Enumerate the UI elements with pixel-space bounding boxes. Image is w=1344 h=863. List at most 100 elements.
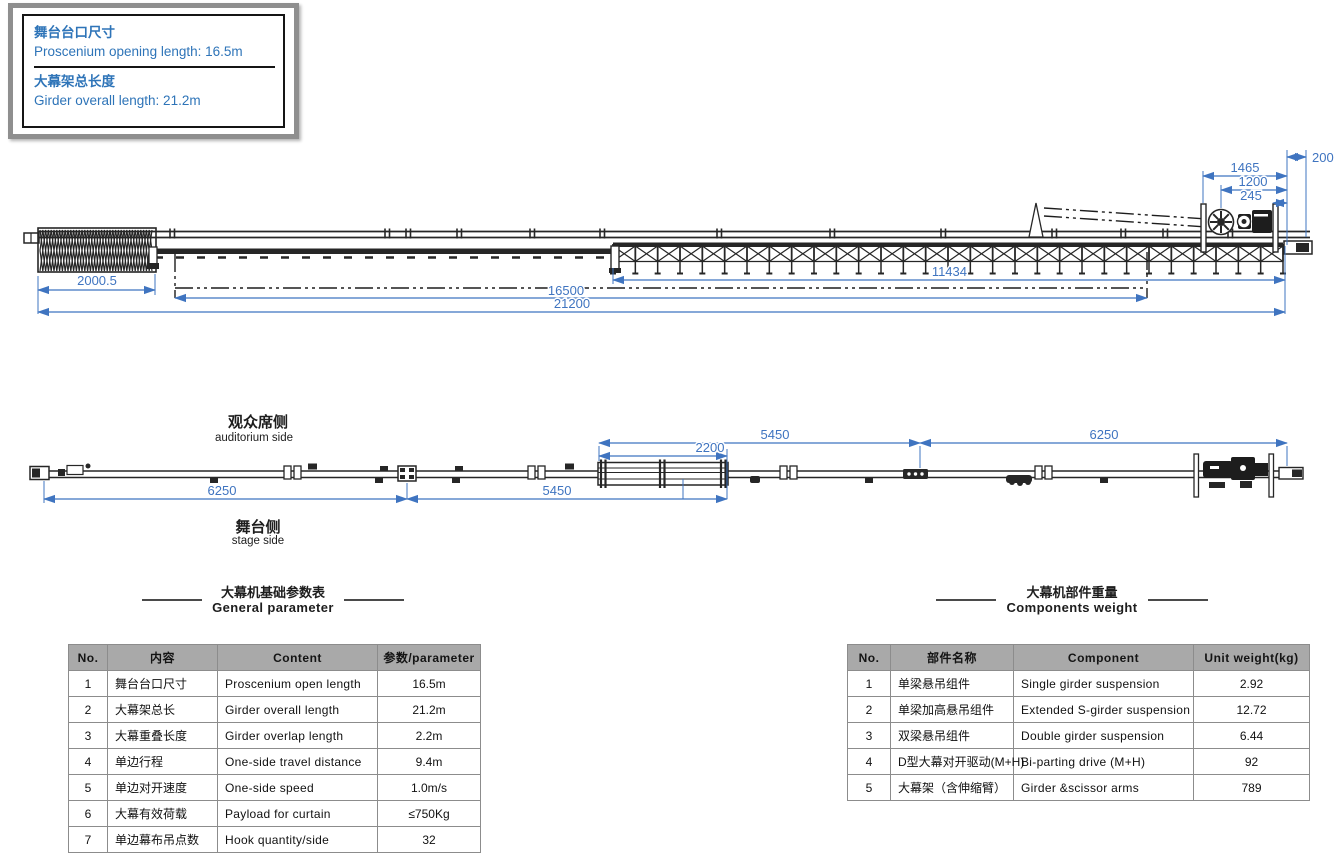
column-header: No. bbox=[847, 644, 891, 671]
title-rule bbox=[936, 599, 997, 601]
dimension-label: 2000.5 bbox=[77, 273, 117, 288]
table-cell: Double girder suspension bbox=[1013, 722, 1194, 749]
table-cell: 2 bbox=[847, 696, 891, 723]
motor bbox=[1252, 210, 1272, 233]
table-cell: 16.5m bbox=[377, 670, 481, 697]
rail-end-cap-right bbox=[1278, 466, 1304, 480]
table-cell: D型大幕对开驱动(M+H) bbox=[890, 748, 1024, 775]
pulley-wheel bbox=[1207, 208, 1235, 236]
table-cell: 2.92 bbox=[1193, 670, 1310, 697]
table-cell: 9.4m bbox=[377, 748, 481, 775]
table-cell: Bi-parting drive (M+H) bbox=[1013, 748, 1194, 775]
dimension-label: 1465 bbox=[1231, 160, 1260, 175]
stage-side-label-zh: 舞台侧 bbox=[235, 518, 280, 536]
general-parameter-table: No. 内容 Content 参数/parameter 1 舞台台口尺寸 Prosceniu… bbox=[68, 644, 481, 853]
table-cell: 大幕有效荷载 bbox=[107, 800, 218, 827]
girder-length-label-zh: 大幕架总长度 bbox=[34, 74, 115, 89]
table-cell: 92 bbox=[1193, 748, 1310, 775]
table-row: 1 单梁悬吊组件 Single girder suspension 2.92 bbox=[847, 670, 1310, 697]
front-elevation-drawing: 200 1465 1200 245 2000.5 11434 16500 bbox=[23, 149, 1335, 317]
weight-table-title-en: Components weight bbox=[1006, 600, 1138, 615]
table-row: 5 大幕架（含伸缩臂） Girder &scissor arms 789 bbox=[847, 774, 1310, 801]
table-cell: 3 bbox=[68, 722, 108, 749]
table-cell: 6.44 bbox=[1193, 722, 1310, 749]
column-header: No. bbox=[68, 644, 108, 671]
title-rule bbox=[142, 599, 203, 601]
info-divider bbox=[34, 66, 275, 68]
dimension-label: 200 bbox=[1312, 150, 1334, 165]
table-cell: Payload for curtain bbox=[217, 800, 378, 827]
table-cell: 7 bbox=[68, 826, 108, 853]
dimension-label: 1200 bbox=[1239, 174, 1268, 189]
drive-unit-plan bbox=[1193, 453, 1304, 498]
dimension-label: 5450 bbox=[761, 427, 790, 442]
girder-length-label-en: Girder overall length: 21.2m bbox=[34, 93, 201, 108]
table-cell: 单边对开速度 bbox=[107, 774, 218, 801]
table-cell: 3 bbox=[847, 722, 891, 749]
general-table-title-zh: 大幕机基础参数表 bbox=[220, 585, 325, 600]
dimension-label: 16500 bbox=[548, 283, 584, 298]
table-cell: 1.0m/s bbox=[377, 774, 481, 801]
column-header: Unit weight(kg) bbox=[1193, 644, 1310, 671]
table-row: 4 单边行程 One-side travel distance 9.4m bbox=[68, 748, 481, 775]
table-row: 2 单梁加高悬吊组件 Extended S-girder suspension 12.… bbox=[847, 696, 1310, 723]
table-cell: 4 bbox=[68, 748, 108, 775]
table-cell: Hook quantity/side bbox=[217, 826, 378, 853]
table-cell: 5 bbox=[847, 774, 891, 801]
proscenium-length-label-en: Proscenium opening length: 16.5m bbox=[34, 44, 243, 59]
column-header: 部件名称 bbox=[890, 644, 1014, 671]
dimension-label: 6250 bbox=[208, 483, 237, 498]
title-rule bbox=[1147, 599, 1208, 601]
table-cell: One-side travel distance bbox=[217, 748, 378, 775]
plan-view-dimensions: 5450 6250 2200 6250 5450 bbox=[43, 426, 1288, 504]
table-cell: One-side speed bbox=[217, 774, 378, 801]
table-cell: 4 bbox=[847, 748, 891, 775]
table-cell: 1 bbox=[68, 670, 108, 697]
stage-side-label-en: stage side bbox=[232, 535, 284, 547]
table-cell: 2 bbox=[68, 696, 108, 723]
table-cell: 5 bbox=[68, 774, 108, 801]
table-row: 3 双梁悬吊组件 Double girder suspension 6.44 bbox=[847, 722, 1310, 749]
table-cell: 单边行程 bbox=[107, 748, 218, 775]
table-cell: 双梁悬吊组件 bbox=[890, 722, 1014, 749]
table-cell: Single girder suspension bbox=[1013, 670, 1194, 697]
proscenium-length-label-zh: 舞台台口尺寸 bbox=[34, 25, 115, 40]
table-cell: 1 bbox=[847, 670, 891, 697]
column-header: Component bbox=[1013, 644, 1194, 671]
table-cell: 大幕架总长 bbox=[107, 696, 218, 723]
scissor-truss-extended bbox=[609, 242, 1286, 275]
girder-overlap-section bbox=[597, 459, 729, 488]
general-table-title-en: General parameter bbox=[212, 600, 334, 615]
dimension-label: 11434 bbox=[932, 264, 967, 279]
table-cell: Girder overlap length bbox=[217, 722, 378, 749]
table-cell: 大幕架（含伸缩臂） bbox=[890, 774, 1014, 801]
dimension-label: 2200 bbox=[696, 440, 725, 455]
table-row: 7 单边幕布吊点数 Hook quantity/side 32 bbox=[68, 826, 481, 853]
table-row: 1 舞台台口尺寸 Proscenium open length 16.5m bbox=[68, 670, 481, 697]
weight-table-title-zh: 大幕机部件重量 bbox=[1026, 585, 1118, 600]
column-header: 内容 bbox=[107, 644, 218, 671]
table-cell: 21.2m bbox=[377, 696, 481, 723]
table-cell: 6 bbox=[68, 800, 108, 827]
dimension-label: 5450 bbox=[543, 483, 572, 498]
table-cell: 单边幕布吊点数 bbox=[107, 826, 218, 853]
table-cell: 单梁悬吊组件 bbox=[890, 670, 1014, 697]
rope-centerline bbox=[1043, 215, 1208, 228]
plan-view-drawing: 观众席侧 auditorium side 舞台侧 stage side bbox=[29, 413, 1304, 547]
weight-table-title: 大幕机部件重量 Components weight bbox=[922, 585, 1222, 615]
rail-fittings bbox=[210, 463, 1108, 483]
column-header: Content bbox=[217, 644, 378, 671]
dimension-label: 245 bbox=[1240, 188, 1262, 203]
info-box: 舞台台口尺寸 Proscenium opening length: 16.5m … bbox=[8, 3, 299, 139]
column-header: 参数/parameter bbox=[377, 644, 481, 671]
title-rule bbox=[343, 599, 404, 601]
table-cell: Extended S-girder suspension bbox=[1013, 696, 1194, 723]
table-cell: ≤750Kg bbox=[377, 800, 481, 827]
table-row: 3 大幕重叠长度 Girder overlap length 2.2m bbox=[68, 722, 481, 749]
dimension-label: 6250 bbox=[1090, 427, 1119, 442]
table-cell: 32 bbox=[377, 826, 481, 853]
drive-unit bbox=[1028, 202, 1313, 255]
table-row: 4 D型大幕对开驱动(M+H) Bi-parting drive (M+H) 92 bbox=[847, 748, 1310, 775]
components-weight-table: No. 部件名称 Component Unit weight(kg) 1 单梁悬吊组件 Si… bbox=[847, 644, 1310, 801]
